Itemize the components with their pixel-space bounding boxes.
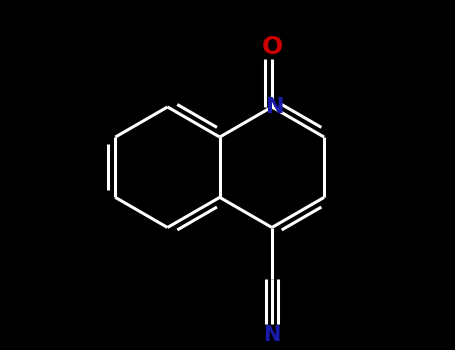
Text: N: N — [263, 325, 281, 345]
Text: O: O — [261, 35, 283, 59]
Text: N: N — [266, 97, 284, 117]
